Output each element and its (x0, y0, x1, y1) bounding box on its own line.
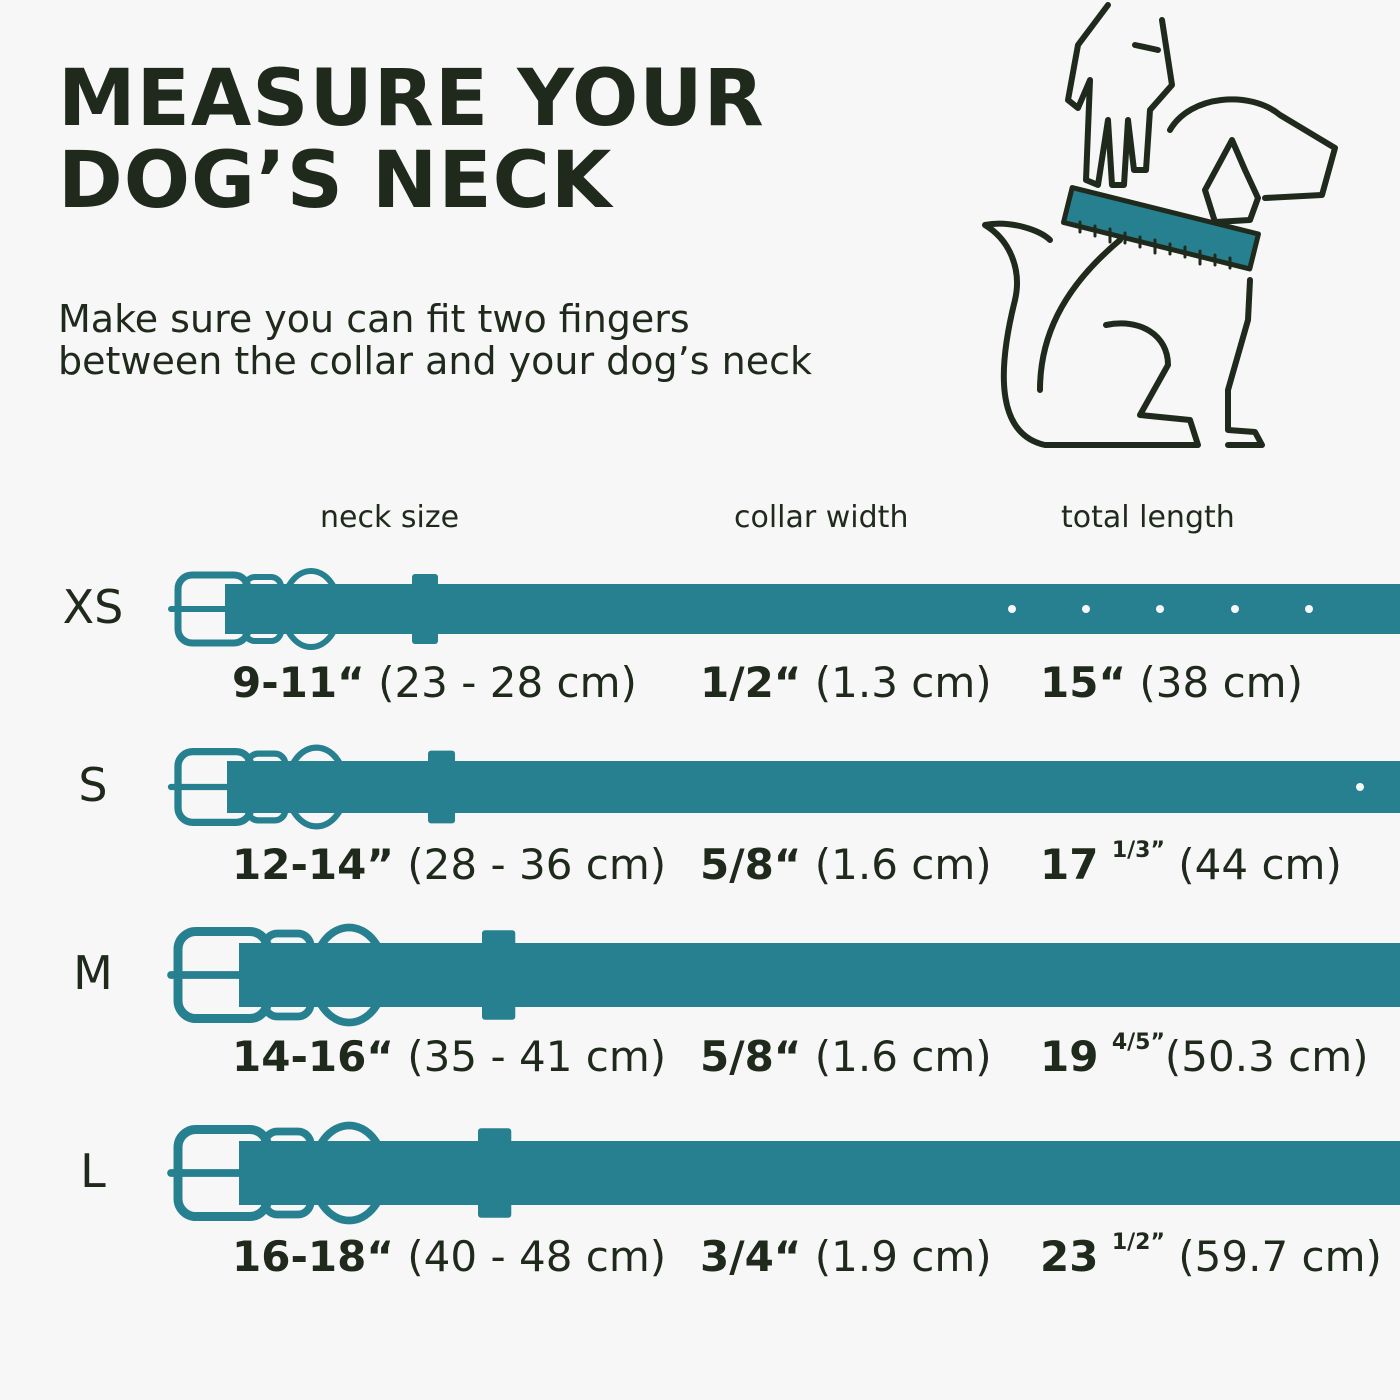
length-fraction: 4/5” (1111, 1030, 1165, 1055)
strap-loop (482, 930, 516, 1020)
d-ring (280, 568, 342, 650)
column-header-total-length: total length (1061, 500, 1235, 535)
total-length-value: 23 1/2” (59.7 cm) (1040, 1230, 1382, 1281)
size-label: XS (62, 580, 124, 634)
column-header-neck-size: neck size (320, 500, 460, 535)
page-title: MEASURE YOUR DOG’S NECK (58, 54, 765, 226)
size-label: S (78, 758, 108, 812)
neck-size-value: 14-16“ (35 - 41 cm) (232, 1032, 667, 1081)
column-header-collar-width: collar width (734, 500, 909, 535)
collar-strap (239, 943, 1400, 1007)
length-fraction: 1/3” (1111, 838, 1165, 863)
collar-graphic (167, 1121, 1400, 1225)
collar-strap (225, 584, 1400, 634)
total-length-value: 15“ (38 cm) (1040, 658, 1303, 707)
strap-loop (412, 574, 438, 644)
strap-hole (1156, 605, 1164, 613)
strap-hole (1008, 605, 1016, 613)
collar-strap (239, 1141, 1400, 1205)
collar-width-value: 5/8“ (1.6 cm) (700, 840, 992, 889)
total-length-value: 19 4/5”(50.3 cm) (1040, 1030, 1369, 1081)
size-label: M (73, 946, 113, 1000)
length-fraction: 1/2” (1111, 1230, 1165, 1255)
strap-hole (1305, 605, 1313, 613)
strap-hole (1082, 605, 1090, 613)
d-ring (309, 1121, 389, 1225)
hand-measuring-dog-neck-icon (982, 2, 1338, 448)
collar-width-value: 1/2“ (1.3 cm) (700, 658, 992, 707)
size-label: L (80, 1144, 106, 1198)
strap-loop (428, 750, 456, 824)
collar-width-value: 5/8“ (1.6 cm) (700, 1032, 992, 1081)
collar-graphic (168, 568, 1400, 650)
neck-size-value: 16-18“ (40 - 48 cm) (232, 1232, 667, 1281)
strap-loop (478, 1128, 512, 1218)
strap-hole (1356, 783, 1364, 791)
collar-graphic (167, 744, 1400, 830)
total-length-value: 17 1/3” (44 cm) (1040, 838, 1342, 889)
neck-size-value: 12-14” (28 - 36 cm) (232, 840, 667, 889)
strap-hole (1231, 605, 1239, 613)
collar-width-value: 3/4“ (1.9 cm) (700, 1232, 992, 1281)
neck-size-value: 9-11“ (23 - 28 cm) (232, 658, 637, 707)
collar-graphic (167, 923, 1400, 1027)
subtitle: Make sure you can fit two fingers betwee… (58, 297, 812, 383)
d-ring (309, 923, 389, 1027)
collar-strap (227, 761, 1400, 813)
d-ring (284, 744, 349, 830)
